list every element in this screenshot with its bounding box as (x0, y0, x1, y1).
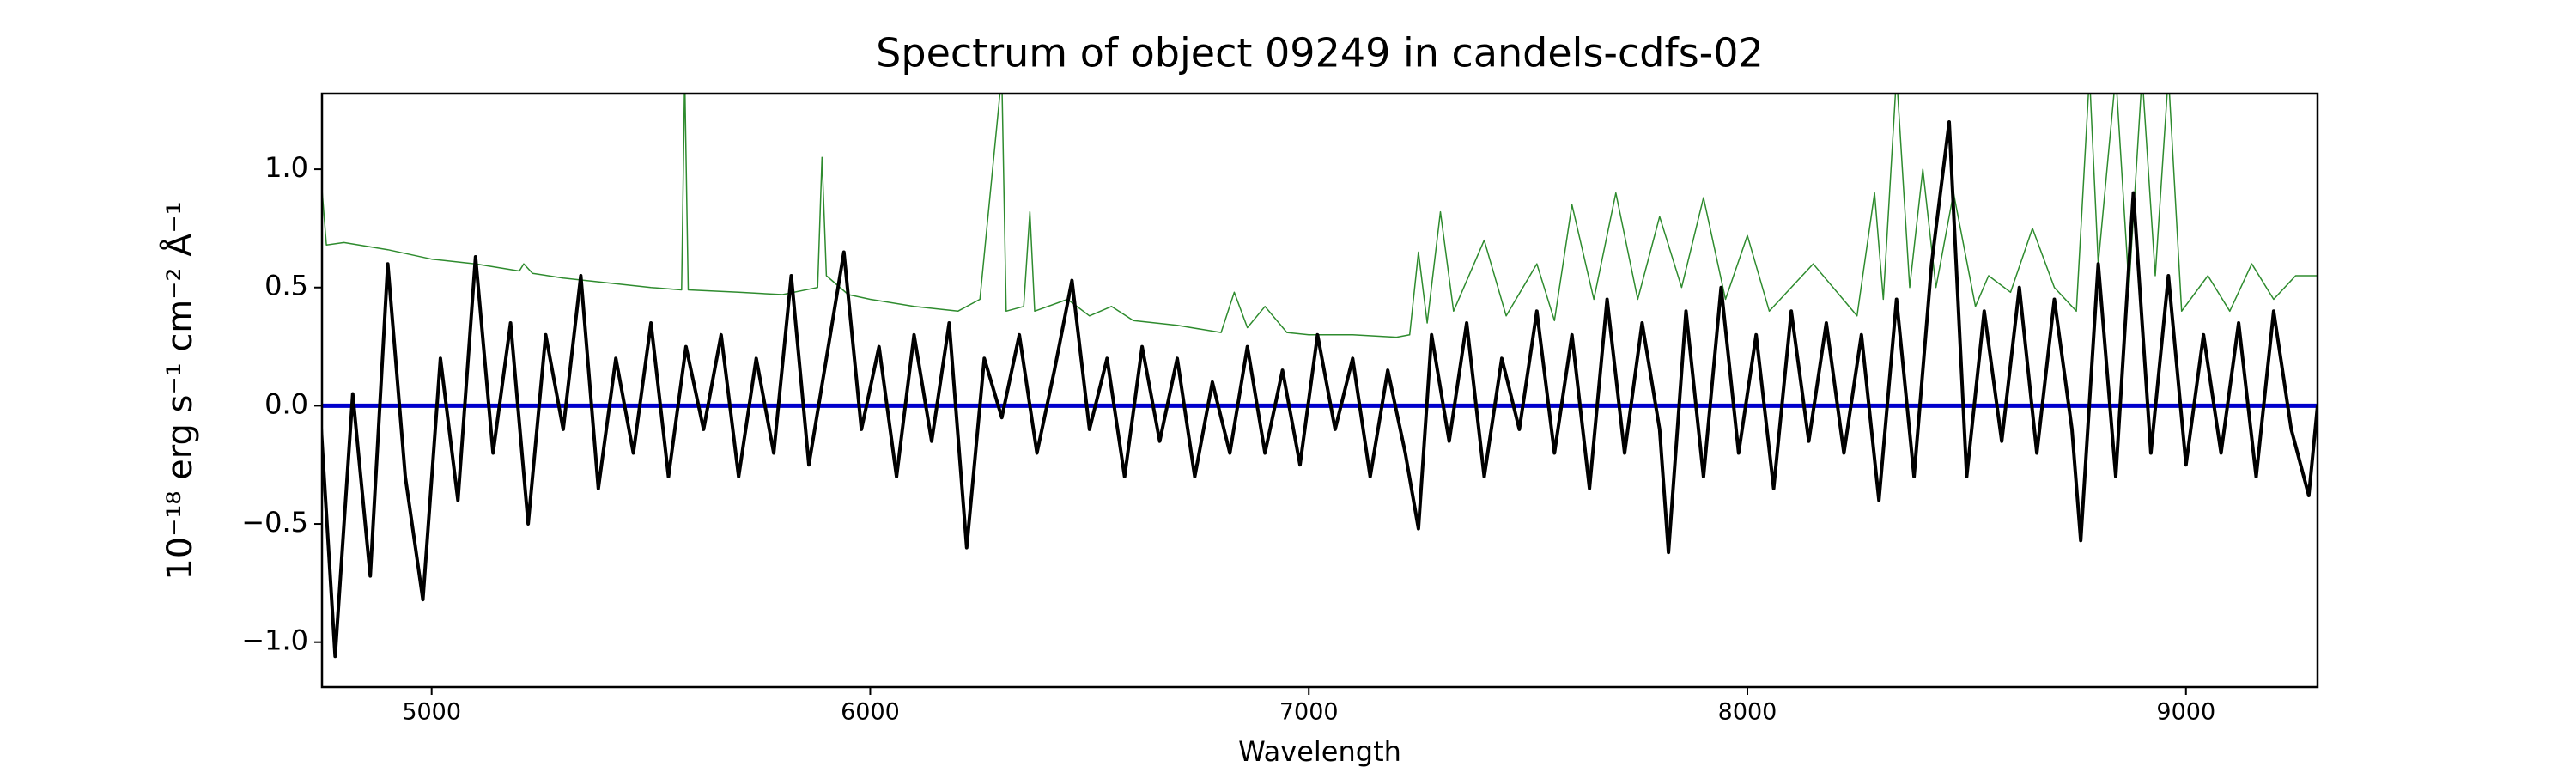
x-tick-label: 6000 (841, 699, 900, 726)
y-tick-label: 0.5 (264, 270, 308, 302)
x-axis-label: Wavelength (1238, 735, 1401, 768)
chart-title: Spectrum of object 09249 in candels-cdfs… (876, 30, 1764, 76)
y-tick-label: 1.0 (264, 151, 308, 184)
plot-area (322, 94, 2318, 659)
x-tick-label: 8000 (1718, 699, 1777, 726)
y-tick-label: 0.0 (264, 387, 308, 420)
y-tick-label: −1.0 (241, 624, 308, 657)
y-axis-label: 10⁻¹⁸ erg s⁻¹ cm⁻² Å⁻¹ (159, 201, 200, 580)
spectrum-line (322, 94, 2318, 338)
spectrum-line (322, 120, 2318, 659)
y-tick-label: −0.5 (241, 506, 308, 539)
x-tick-label: 9000 (2156, 699, 2215, 726)
axes-frame (320, 92, 2319, 689)
x-tick-label: 7000 (1279, 699, 1339, 726)
x-tick-label: 5000 (402, 699, 461, 726)
